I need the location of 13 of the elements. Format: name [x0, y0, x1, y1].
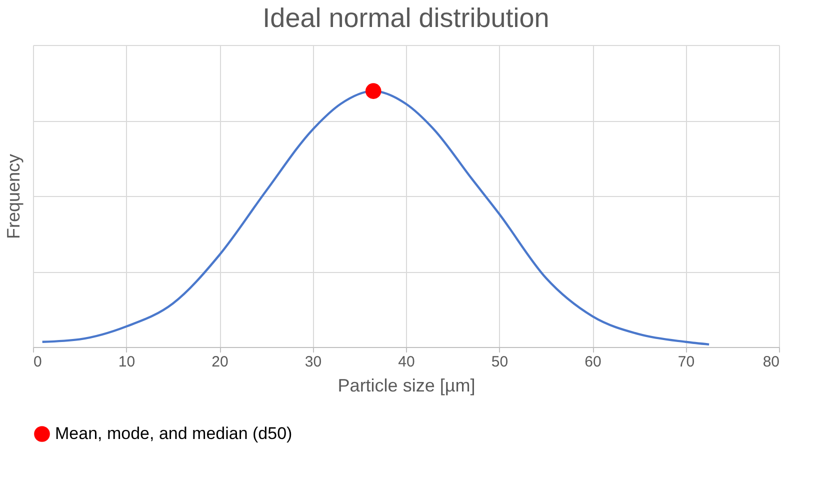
x-tick-label: 50	[491, 354, 508, 370]
x-tick-label: 40	[398, 354, 415, 370]
legend-label: Mean, mode, and median (d50)	[55, 424, 292, 443]
x-tick-label: 60	[584, 354, 602, 370]
x-tick-label: 30	[304, 354, 322, 370]
x-tick-label: 80	[762, 354, 780, 370]
x-tick-label: 20	[212, 354, 228, 370]
x-tick-label: 70	[678, 354, 695, 370]
x-tick-label: 0	[34, 354, 42, 370]
chart-title: Ideal normal distribution	[262, 3, 550, 33]
x-tick-label: 10	[118, 354, 136, 370]
x-axis-title: Particle size [µm]	[338, 376, 476, 396]
y-axis-title: Frequency	[4, 154, 24, 240]
